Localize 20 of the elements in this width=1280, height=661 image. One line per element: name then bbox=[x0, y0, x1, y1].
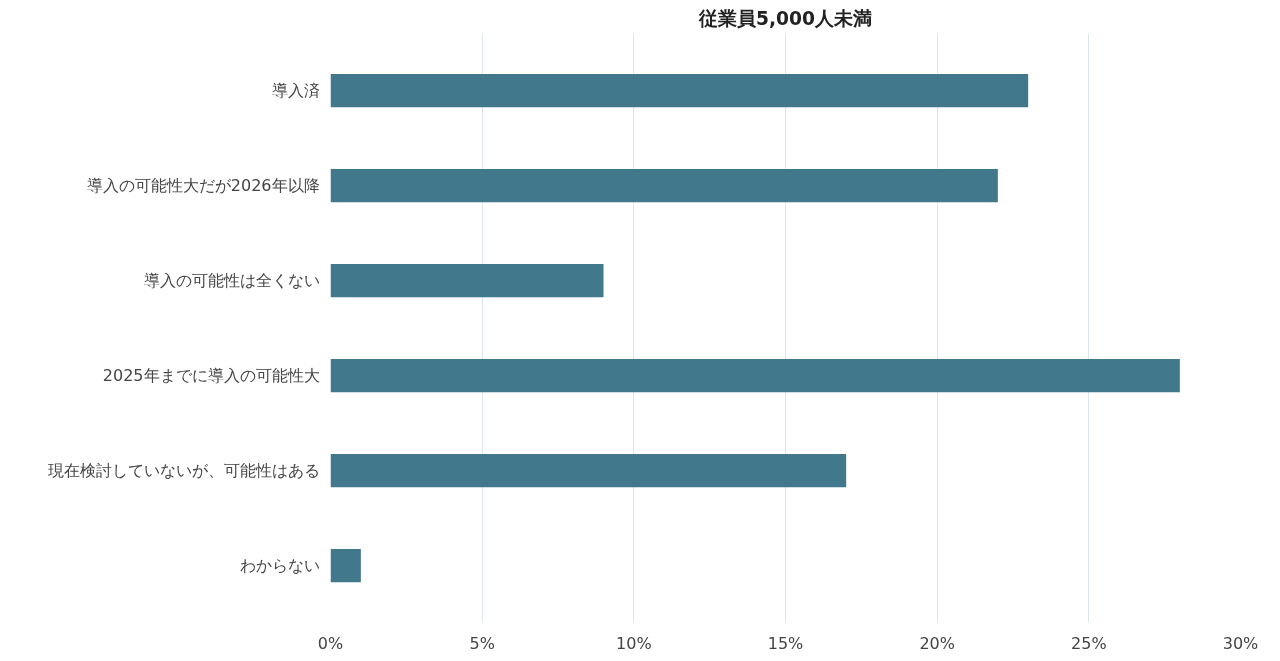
y-tick-label: わからない bbox=[239, 556, 320, 575]
x-tick-label: 30% bbox=[1222, 633, 1259, 653]
bar bbox=[330, 263, 604, 298]
x-tick-label: 15% bbox=[767, 633, 804, 653]
bar bbox=[330, 453, 847, 488]
y-tick-label: 導入の可能性は全くない bbox=[143, 271, 320, 290]
x-tick-label: 10% bbox=[616, 633, 652, 653]
bar bbox=[330, 358, 1180, 393]
bar bbox=[330, 548, 361, 583]
x-tick-label: 20% bbox=[919, 633, 955, 653]
x-tick-label: 0% bbox=[317, 633, 344, 653]
x-tick-label: 25% bbox=[1071, 633, 1107, 653]
y-tick-label: 導入済 bbox=[271, 81, 320, 100]
x-tick-label: 5% bbox=[469, 633, 495, 653]
bar bbox=[330, 168, 998, 203]
y-tick-label: 導入の可能性大だが2026年以降 bbox=[86, 176, 320, 195]
y-tick-label: 現在検討していないが、可能性はある bbox=[47, 461, 320, 480]
bar bbox=[330, 73, 1029, 108]
y-tick-label: 2025年までに導入の可能性大 bbox=[102, 366, 320, 385]
chart-title: 従業員5,000人未満 bbox=[697, 7, 873, 29]
